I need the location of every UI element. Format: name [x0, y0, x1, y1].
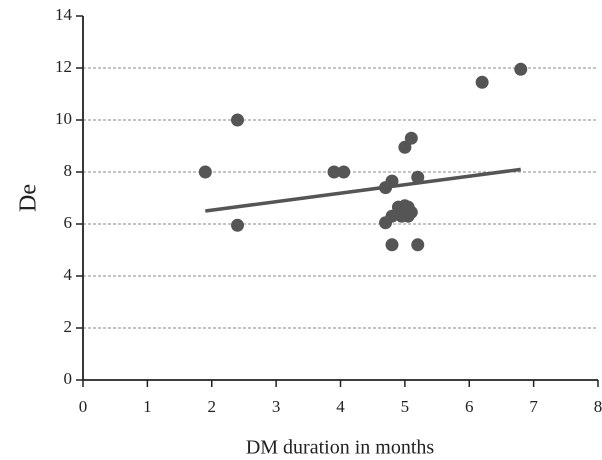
- trend-line: [205, 167, 521, 213]
- point: [475, 75, 489, 89]
- y-tick-label: 6: [64, 213, 73, 232]
- x-tick-label: 3: [272, 397, 281, 416]
- x-tick-label: 6: [465, 397, 474, 416]
- x-tick-label: 0: [79, 397, 88, 416]
- point: [231, 218, 244, 232]
- x-tick-label: 8: [594, 397, 602, 416]
- x-tick-label: 1: [143, 397, 152, 416]
- point: [385, 209, 399, 223]
- x-tick-label: 2: [208, 397, 217, 416]
- point: [327, 165, 341, 179]
- point: [337, 165, 351, 179]
- point: [198, 165, 212, 179]
- y-tick-label: 8: [64, 161, 73, 180]
- x-tick-label: 4: [336, 397, 345, 416]
- y-tick-label: 10: [55, 109, 72, 128]
- point: [404, 131, 418, 145]
- y-tick-label: 12: [55, 57, 72, 76]
- y-tick-label: 14: [55, 5, 73, 24]
- y-tick-label: 0: [64, 369, 73, 388]
- point: [411, 170, 425, 184]
- x-tick-label: 5: [401, 397, 410, 416]
- point: [404, 205, 418, 219]
- y-axis-label: De: [16, 184, 42, 212]
- point: [411, 238, 425, 252]
- y-tick-label: 2: [64, 317, 73, 336]
- point: [385, 174, 399, 188]
- point: [514, 62, 528, 76]
- point: [231, 113, 244, 127]
- y-tick-label: 4: [64, 265, 73, 284]
- point: [398, 140, 412, 154]
- x-tick-label: 7: [529, 397, 538, 416]
- point: [385, 238, 399, 252]
- x-axis-label: DM duration in months: [246, 437, 435, 459]
